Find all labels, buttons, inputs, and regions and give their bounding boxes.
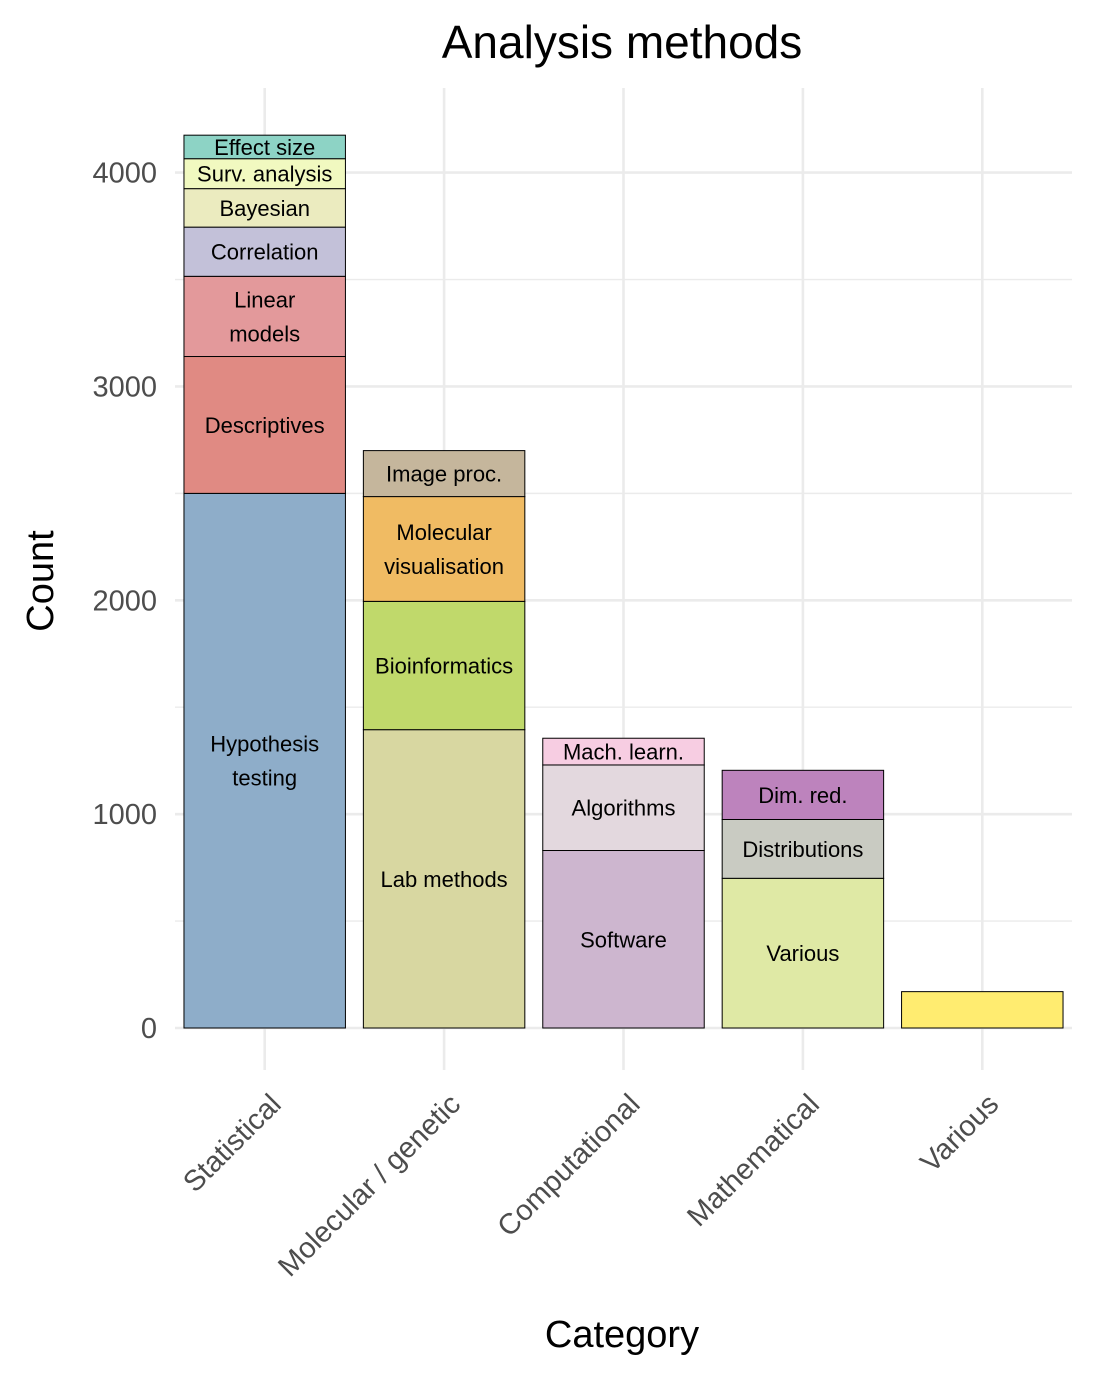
segment-label: Dim. red. [758,783,847,808]
bar-segment [542,737,705,766]
bar-segment [183,226,346,277]
segment-label: Molecular visualisation [384,520,504,579]
segment-label: Distributions [742,837,863,862]
bar-segment [183,275,346,358]
segment-label: Descriptives [205,413,325,438]
y-tick-label: 3000 [92,371,157,403]
y-tick-label: 1000 [92,799,157,831]
chart-title: Analysis methods [442,16,803,68]
segment-label: Image proc. [386,462,502,487]
bar-segment [362,450,526,498]
x-tick-label: Mathematical [681,1088,826,1233]
segment-label: Software [580,927,667,952]
segment-label: Bayesian [219,196,310,221]
stacked-bars [183,134,1064,1029]
segment-label: Mach. learn. [563,740,684,765]
bar-segment [542,764,705,852]
bar-segment [362,600,526,731]
x-axis-label: Category [545,1314,699,1356]
x-tick-label: Various [915,1088,1006,1179]
bar-segment [183,188,346,228]
segment-label: Linear models [229,287,300,346]
bar-segment [183,492,346,1029]
y-axis-label: Count [20,530,62,632]
bar-segment [901,991,1064,1029]
y-tick-label: 0 [141,1013,157,1045]
y-tick-labels: 0 1000 2000 3000 4000 [92,158,157,1045]
bar-segment [721,877,885,1029]
segment-label: Various [766,941,839,966]
segment-label: Correlation [211,240,319,265]
bar-segment [362,496,526,602]
bar-segment [183,134,346,160]
bar-segment [183,158,346,190]
segment-label: Algorithms [572,796,676,821]
y-tick-label: 2000 [92,585,157,617]
bar-segment [542,850,705,1029]
bar-segment [183,356,346,494]
y-tick-label: 4000 [92,158,157,190]
segment-label: Effect size [214,135,315,160]
bar-segment [721,769,885,820]
x-tick-label: Computational [492,1088,647,1243]
bar-segment [721,818,885,879]
segment-labels: Hypothesis testing Descriptives Linear model… [197,135,863,966]
segment-label: Bioinformatics [375,654,513,679]
segment-label: Surv. analysis [197,162,332,187]
x-tick-label: Statistical [177,1088,287,1198]
segment-label: Hypothesis testing [210,732,319,791]
segment-label: Lab methods [380,867,507,892]
x-tick-label: Molecular / genetic [272,1088,467,1283]
